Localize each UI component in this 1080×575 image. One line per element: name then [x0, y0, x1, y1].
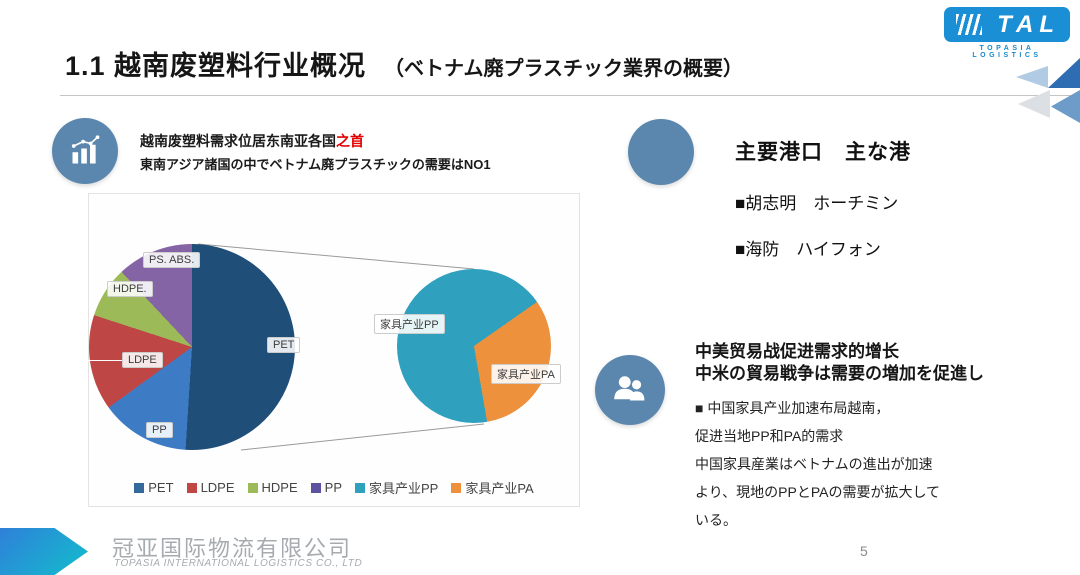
demand-line-cn-text: 越南废塑料需求位居东南亚各国 — [140, 133, 336, 149]
footer-arrow-decor — [0, 528, 88, 575]
label-hdpe: HDPE. — [107, 281, 153, 297]
tal-logo-box: TAL — [944, 7, 1070, 42]
people-icon — [595, 355, 665, 425]
decor-triangle-dark — [1048, 58, 1080, 88]
trade-body: ■ 中国家具产业加速布局越南， 促进当地PP和PA的需求 中国家具産業はベトナム… — [695, 394, 1025, 534]
trade-heading-cn: 中美贸易战促进需求的增长 — [695, 342, 899, 361]
port-item-hochiminh: ■胡志明 ホーチミン — [735, 194, 899, 213]
trade-war-block: 中美贸易战促进需求的增长 中米の貿易戦争は需要の増加を促進し ■ 中国家具产业加… — [695, 341, 1025, 534]
legend-label: 家具产业PA — [465, 481, 534, 496]
legend-swatch — [186, 482, 197, 493]
footer-company-cn: 冠亚国际物流有限公司 — [112, 536, 353, 561]
title-chinese: 1.1 越南废塑料行业概况 — [65, 51, 367, 81]
legend-swatch — [355, 482, 365, 493]
label-furniture-pp: 家具产业PP — [374, 314, 445, 334]
people-glyph — [614, 376, 645, 401]
ldpe-leader-line — [75, 360, 122, 361]
bar-chart-glyph — [71, 135, 100, 164]
logo-text: TAL — [997, 10, 1060, 38]
legend-label: 家具产业PP — [369, 481, 439, 496]
demand-highlight: 之首 — [336, 133, 364, 149]
page-title: 1.1 越南废塑料行业概况 （ベトナム廃プラスチック業界の概要） — [65, 44, 743, 83]
legend-swatch — [310, 482, 321, 493]
legend-swatch — [134, 482, 145, 493]
chart-legend: PET LDPE HDPE PP 家具产业PP 家具产业PA — [89, 478, 579, 497]
main-pie — [89, 244, 295, 450]
title-divider — [60, 95, 1080, 96]
legend-label: HDPE — [261, 480, 298, 495]
bar-chart-icon — [52, 118, 118, 184]
title-japanese: （ベトナム廃プラスチック業界の概要） — [384, 58, 744, 80]
legend-item: PET — [134, 478, 174, 497]
legend-item: PP — [310, 478, 342, 497]
legend-item: LDPE — [186, 478, 235, 497]
port-item-haiphong: ■海防 ハイフォン — [735, 240, 881, 259]
secondary-pie — [397, 269, 551, 423]
legend-item: 家具产业PP — [355, 478, 438, 497]
port-circle-icon — [628, 119, 694, 185]
label-furniture-pa: 家具产业PA — [491, 364, 561, 384]
logo-stripes-icon — [956, 14, 982, 35]
label-ps-abs: PS. ABS. — [143, 252, 201, 268]
decor-triangle-lightblue — [1016, 66, 1048, 88]
company-logo: TAL TOPASIA LOGISTICS — [944, 7, 1070, 59]
demand-line-cn: 越南废塑料需求位居东南亚各国之首 — [140, 131, 491, 151]
legend-label: PET — [148, 480, 174, 495]
label-pet: PET — [267, 337, 301, 353]
logo-subtitle: TOPASIA LOGISTICS — [972, 45, 1042, 59]
legend-label: LDPE — [200, 480, 235, 495]
demand-statement: 越南废塑料需求位居东南亚各国之首 東南アジア諸国の中でベトナム廃プラスチックの需… — [140, 131, 491, 173]
legend-item: HDPE — [247, 478, 298, 497]
trade-body-line: ■ 中国家具产业加速布局越南， — [695, 400, 890, 417]
trade-body-line: 促进当地PP和PA的需求 — [695, 428, 844, 445]
ports-heading: 主要港口 主な港 — [735, 141, 911, 164]
demand-line-jp: 東南アジア諸国の中でベトナム廃プラスチックの需要はNO1 — [140, 157, 491, 172]
legend-item: 家具产业PA — [451, 478, 534, 497]
legend-swatch — [451, 482, 462, 493]
label-pp: PP — [146, 422, 173, 438]
trade-heading-jp: 中米の貿易戦争は需要の増加を促進し — [695, 364, 984, 384]
trade-body-line: いる。 — [695, 512, 737, 529]
legend-label: PP — [324, 480, 342, 495]
trade-body-line: より、現地のPPとPAの需要が拡大して — [695, 484, 941, 501]
label-ldpe: LDPE — [122, 352, 163, 368]
legend-swatch — [247, 482, 258, 493]
pie-of-pie-chart: PS. ABS. HDPE. LDPE PET PP 家具产业PP 家具产业PA… — [75, 193, 580, 507]
page-number: 5 — [860, 543, 868, 559]
footer-company-en: TOPASIA INTERNATIONAL LOGISTICS CO., LTD — [114, 558, 363, 569]
trade-body-line: 中国家具産業はベトナムの進出が加速 — [695, 456, 933, 473]
